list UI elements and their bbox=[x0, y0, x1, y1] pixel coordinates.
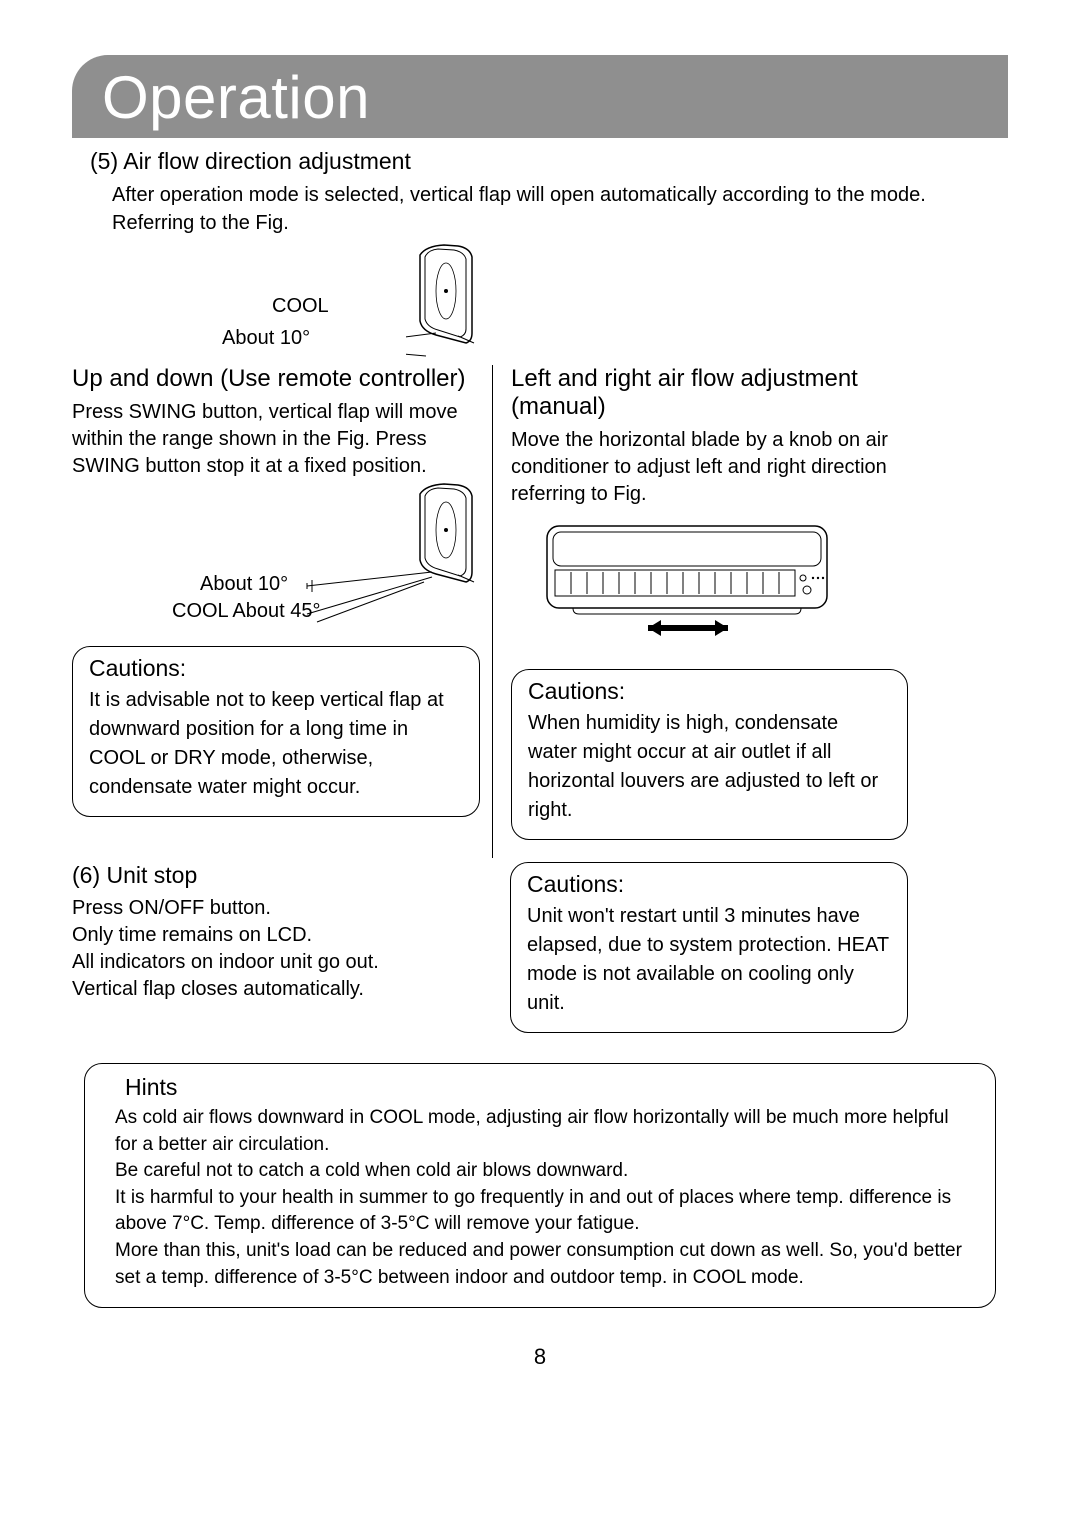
section-6-body: Press ON/OFF button. Only time remains o… bbox=[72, 895, 474, 1003]
hints-line: Be careful not to catch a cold when cold… bbox=[115, 1158, 973, 1185]
figure-front-unit bbox=[543, 520, 912, 655]
caution-title-left: Cautions: bbox=[89, 655, 463, 682]
hints-title: Hints bbox=[125, 1074, 973, 1101]
caution-title-right: Cautions: bbox=[528, 678, 891, 705]
hints-box: Hints As cold air flows downward in COOL… bbox=[84, 1063, 996, 1308]
fig1-angle-label: About 10° bbox=[222, 327, 310, 350]
section-6-heading: (6) Unit stop bbox=[72, 862, 474, 889]
right-column: Left and right air flow adjustment (manu… bbox=[492, 365, 912, 858]
two-column-lower: (6) Unit stop Press ON/OFF button. Only … bbox=[72, 862, 1008, 1045]
ac-swing-icon bbox=[172, 482, 502, 632]
caution-box-right: Cautions: When humidity is high, condens… bbox=[511, 669, 908, 840]
section-5-body: After operation mode is selected, vertic… bbox=[112, 181, 1008, 237]
unit-stop-line: Press ON/OFF button. bbox=[72, 895, 474, 922]
caution-body-lr: Unit won't restart until 3 minutes have … bbox=[527, 902, 891, 1018]
up-down-body: Press SWING button, vertical flap will m… bbox=[72, 399, 480, 480]
caution-body-left: It is advisable not to keep vertical fla… bbox=[89, 686, 463, 802]
up-down-heading: Up and down (Use remote controller) bbox=[72, 365, 480, 393]
ac-front-icon bbox=[543, 520, 843, 650]
unit-stop-line: All indicators on indoor unit go out. bbox=[72, 949, 474, 976]
figure-cool-flap: COOL About 10° bbox=[182, 243, 502, 361]
page-number: 8 bbox=[72, 1344, 1008, 1370]
caution-box-left: Cautions: It is advisable not to keep ve… bbox=[72, 646, 480, 817]
hints-line: It is harmful to your health in summer t… bbox=[115, 1185, 973, 1238]
figure-swing-range: About 10° COOL About 45° bbox=[172, 482, 502, 632]
unit-stop-line: Vertical flap closes automatically. bbox=[72, 976, 474, 1003]
fig1-cool-label: COOL bbox=[272, 295, 329, 318]
page-container: Operation (5) Air flow direction adjustm… bbox=[0, 0, 1080, 1370]
hints-body: As cold air flows downward in COOL mode,… bbox=[115, 1105, 973, 1291]
two-column-section: Up and down (Use remote controller) Pres… bbox=[72, 365, 1008, 858]
caution-box-lower-right: Cautions: Unit won't restart until 3 min… bbox=[510, 862, 908, 1033]
unit-stop-line: Only time remains on LCD. bbox=[72, 922, 474, 949]
hints-line: More than this, unit's load can be reduc… bbox=[115, 1238, 973, 1291]
header-band: Operation bbox=[72, 55, 1008, 138]
left-right-heading: Left and right air flow adjustment (manu… bbox=[511, 365, 912, 421]
section-5-heading: (5) Air flow direction adjustment bbox=[90, 148, 1008, 175]
lower-left-column: (6) Unit stop Press ON/OFF button. Only … bbox=[72, 862, 492, 1045]
hints-line: As cold air flows downward in COOL mode,… bbox=[115, 1105, 973, 1158]
ac-unit-icon bbox=[406, 243, 496, 358]
caution-title-lr: Cautions: bbox=[527, 871, 891, 898]
page-title: Operation bbox=[102, 63, 1008, 132]
left-right-body: Move the horizontal blade by a knob on a… bbox=[511, 427, 912, 508]
lower-right-column: Cautions: Unit won't restart until 3 min… bbox=[492, 862, 912, 1045]
caution-body-right: When humidity is high, condensate water … bbox=[528, 709, 891, 825]
left-column: Up and down (Use remote controller) Pres… bbox=[72, 365, 492, 858]
